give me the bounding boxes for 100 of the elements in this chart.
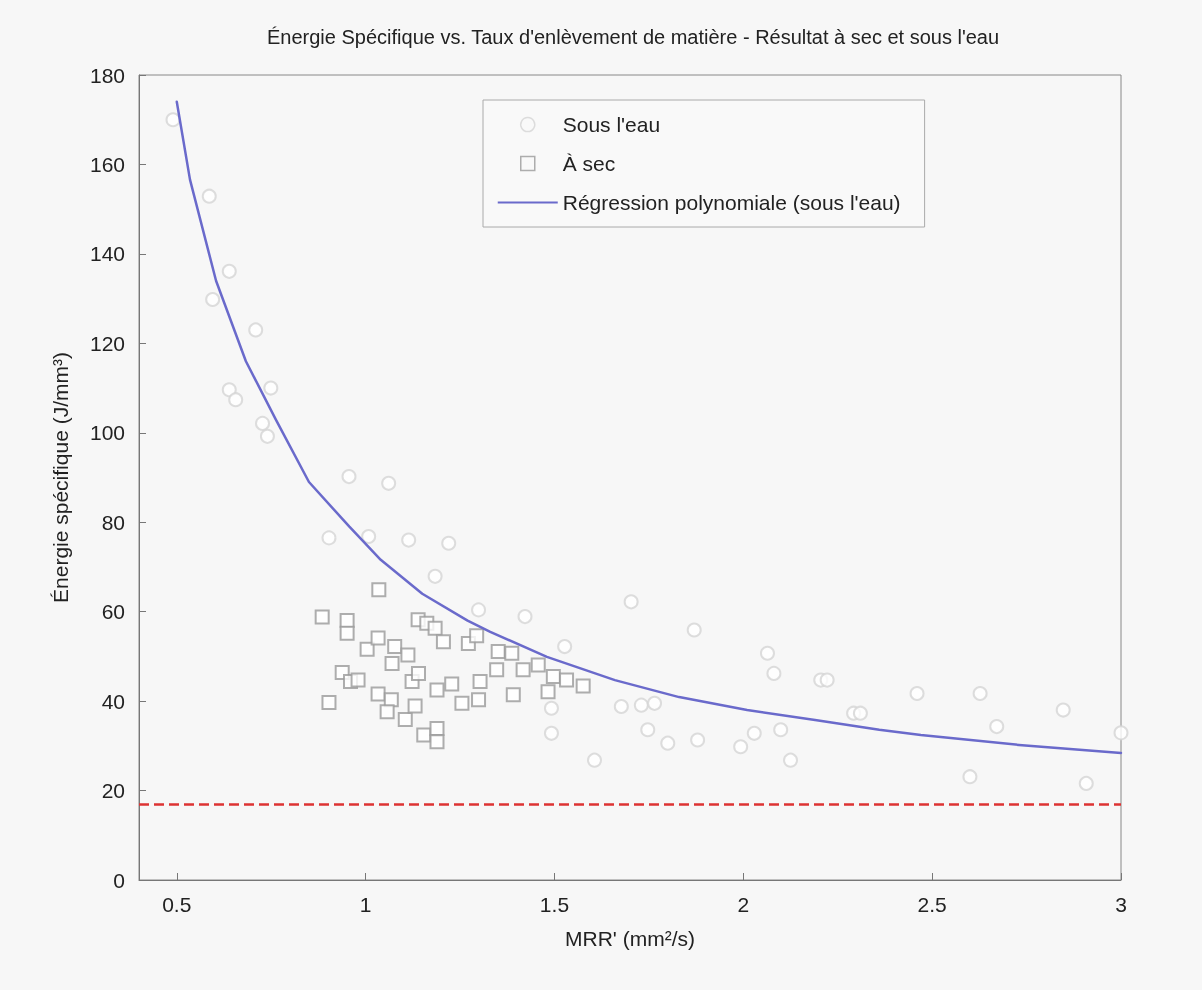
legend-label: Sous l'eau <box>562 113 661 136</box>
point <box>429 734 445 750</box>
point <box>613 698 629 714</box>
point <box>1078 775 1094 791</box>
point <box>989 719 1005 735</box>
point <box>361 529 377 545</box>
point <box>469 628 485 644</box>
point <box>381 475 397 491</box>
point <box>401 532 417 548</box>
point <box>530 657 546 673</box>
point <box>660 735 676 751</box>
y-tick-label: 80 <box>101 510 125 534</box>
point <box>384 656 400 672</box>
y-tick-label: 20 <box>101 779 125 803</box>
point <box>321 530 337 546</box>
point <box>640 722 656 738</box>
point <box>773 722 789 738</box>
point <box>444 676 460 692</box>
point <box>852 705 868 721</box>
y-tick-label: 60 <box>101 600 125 624</box>
y-tick-label: 160 <box>89 152 125 176</box>
point <box>575 678 591 694</box>
point <box>248 322 264 338</box>
y-tick-label: 100 <box>89 421 125 445</box>
point <box>379 704 395 720</box>
point <box>489 662 505 678</box>
point <box>407 698 423 714</box>
x-tick-label: 0.5 <box>162 893 192 916</box>
x-tick-label: 3 <box>1115 893 1127 916</box>
point <box>517 609 533 625</box>
point <box>370 686 386 702</box>
point <box>205 292 221 307</box>
point <box>647 695 663 711</box>
x-tick-label: 2 <box>737 893 750 916</box>
point <box>543 725 559 741</box>
point <box>255 415 271 431</box>
point <box>350 672 366 688</box>
point <box>441 535 457 551</box>
point <box>515 662 531 678</box>
x-axis-title: MRR' (mm²/s) <box>565 927 695 950</box>
line-series <box>175 100 1123 755</box>
point <box>1055 702 1071 718</box>
point <box>371 582 387 598</box>
point <box>410 665 426 681</box>
point <box>686 622 702 638</box>
point <box>540 684 556 700</box>
point <box>909 686 925 701</box>
point <box>341 469 357 485</box>
chart-title: Énergie Spécifique vs. Taux d'enlèvement de matière - Résultat à sec et sous l'eau <box>267 26 1000 48</box>
point <box>314 609 330 625</box>
point <box>690 732 706 748</box>
point <box>545 669 561 685</box>
point <box>221 382 237 398</box>
x-tick-label: 1.5 <box>539 893 570 916</box>
point <box>429 682 445 698</box>
point <box>972 686 988 701</box>
point <box>397 711 413 727</box>
point <box>766 665 782 681</box>
point <box>1113 725 1129 741</box>
point <box>339 625 355 641</box>
point <box>623 594 639 610</box>
point <box>783 752 799 768</box>
point <box>504 645 520 661</box>
point <box>633 697 649 713</box>
point <box>221 263 237 279</box>
x-tick-label: 1 <box>359 893 372 916</box>
point <box>733 739 749 755</box>
y-tick-label: 180 <box>89 63 125 87</box>
point <box>400 647 416 663</box>
y-tick-label: 120 <box>89 331 125 355</box>
point <box>472 673 488 689</box>
point <box>370 630 386 646</box>
point <box>228 392 244 408</box>
point <box>435 634 451 650</box>
point <box>559 672 575 688</box>
point <box>259 428 275 444</box>
point <box>427 568 443 584</box>
x-tick-label: 2.5 <box>917 893 947 916</box>
point <box>321 694 337 710</box>
point <box>359 641 375 657</box>
point <box>387 639 403 655</box>
point <box>505 687 521 703</box>
y-tick-label: 40 <box>101 689 125 713</box>
point <box>427 620 443 636</box>
point <box>962 769 978 785</box>
point <box>263 380 279 396</box>
legend-label: À sec <box>562 152 616 175</box>
point <box>543 700 559 716</box>
point <box>819 672 835 688</box>
y-tick-label: 140 <box>89 242 125 266</box>
point <box>587 752 602 768</box>
point <box>454 695 470 711</box>
point <box>165 112 181 128</box>
point <box>746 725 762 741</box>
legend-label: Régression polynomiale (sous l'eau) <box>562 191 901 214</box>
y-tick-label: 0 <box>113 868 125 892</box>
point <box>201 188 217 204</box>
point <box>557 639 573 655</box>
point <box>490 643 506 659</box>
y-axis-title: Énergie spécifique (J/mm³) <box>49 352 72 603</box>
